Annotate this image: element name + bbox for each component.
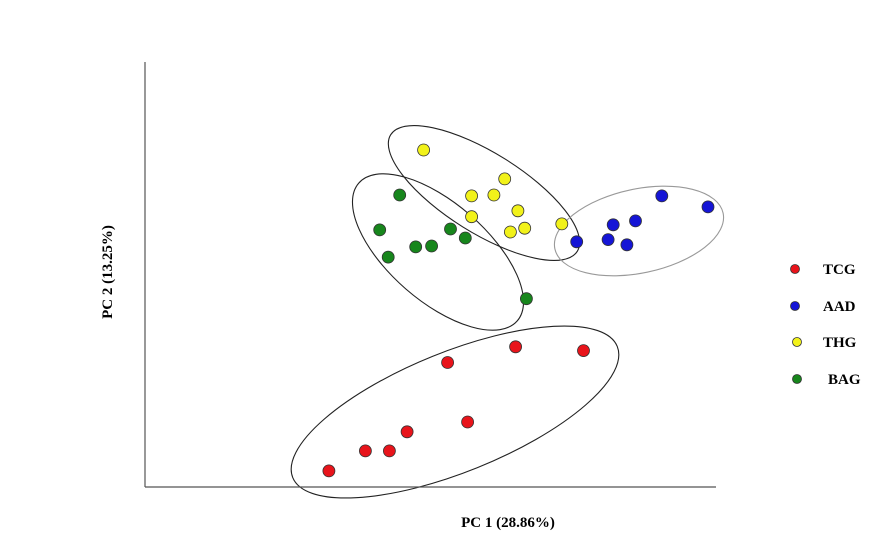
- data-point-tcg: [577, 344, 590, 358]
- data-point-tcg: [509, 340, 522, 354]
- data-point-thg: [465, 210, 479, 224]
- points-layer: [322, 143, 715, 478]
- data-point-aad: [620, 238, 634, 252]
- data-point-aad: [629, 214, 642, 228]
- legend: TCG AAD THG BAG: [790, 262, 861, 388]
- data-point-tcg: [400, 425, 414, 439]
- legend-item-bag: BAG: [792, 372, 861, 388]
- legend-label: BAG: [828, 372, 861, 388]
- data-point-thg: [465, 189, 479, 203]
- data-point-bag: [425, 239, 439, 253]
- data-point-aad: [601, 233, 615, 247]
- data-point-thg: [518, 221, 532, 235]
- legend-marker: [790, 264, 800, 274]
- data-point-bag: [381, 250, 395, 264]
- data-point-aad: [701, 200, 715, 214]
- legend-label: TCG: [823, 262, 856, 278]
- data-point-bag: [409, 240, 423, 254]
- legend-label: AAD: [823, 299, 856, 315]
- data-point-bag: [444, 222, 457, 236]
- y-axis-title: PC 2 (13.25%): [100, 225, 116, 319]
- legend-item-thg: THG: [792, 335, 857, 351]
- data-point-thg: [487, 188, 501, 202]
- data-point-tcg: [461, 415, 475, 429]
- group-ellipse: [351, 173, 525, 331]
- data-point-aad: [655, 189, 669, 203]
- legend-label: THG: [823, 335, 857, 351]
- data-point-aad: [606, 218, 620, 232]
- group-ellipse: [290, 325, 620, 499]
- data-point-bag: [393, 188, 407, 202]
- data-point-thg: [417, 143, 431, 157]
- data-point-bag: [458, 231, 472, 245]
- data-point-tcg: [358, 444, 372, 458]
- data-point-tcg: [382, 444, 396, 458]
- data-point-bag: [373, 223, 387, 237]
- data-point-thg: [511, 204, 525, 218]
- data-point-bag: [520, 292, 533, 306]
- data-point-tcg: [441, 356, 455, 369]
- data-point-thg: [555, 217, 569, 231]
- x-axis-title: PC 1 (28.86%): [461, 515, 555, 531]
- legend-marker: [790, 301, 800, 311]
- legend-marker: [792, 374, 802, 384]
- data-point-aad: [570, 235, 584, 249]
- legend-marker: [792, 337, 802, 347]
- group-ellipse: [387, 125, 581, 261]
- legend-item-tcg: TCG: [790, 262, 856, 278]
- data-point-thg: [503, 225, 517, 239]
- group-ellipse: [553, 185, 725, 277]
- data-point-tcg: [322, 464, 336, 478]
- data-point-thg: [498, 172, 512, 186]
- legend-item-aad: AAD: [790, 299, 856, 315]
- ellipses-layer: [290, 125, 725, 499]
